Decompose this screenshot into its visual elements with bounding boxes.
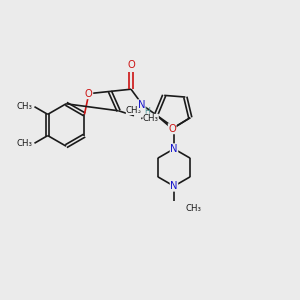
Text: N: N bbox=[170, 144, 178, 154]
Text: H: H bbox=[144, 107, 150, 116]
Text: O: O bbox=[127, 60, 135, 70]
Text: N: N bbox=[138, 100, 145, 110]
Text: O: O bbox=[168, 124, 176, 134]
Text: CH₃: CH₃ bbox=[17, 139, 33, 148]
Text: CH₃: CH₃ bbox=[17, 102, 33, 111]
Text: N: N bbox=[170, 181, 178, 191]
Text: CH₃: CH₃ bbox=[185, 204, 201, 213]
Text: CH₃: CH₃ bbox=[142, 114, 159, 123]
Text: O: O bbox=[85, 88, 93, 99]
Text: CH₃: CH₃ bbox=[126, 106, 142, 115]
